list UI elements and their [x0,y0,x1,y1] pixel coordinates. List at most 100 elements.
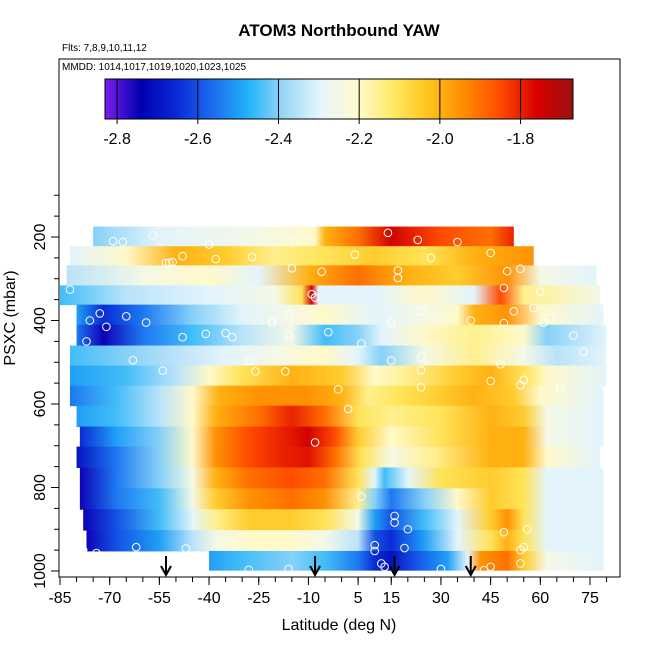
observation-point [178,251,187,261]
y-tick-label: 1000 [32,553,49,589]
observation-point [466,316,476,325]
observation-point [284,309,293,319]
observation-point [148,231,158,240]
observation-point [284,330,293,340]
observation-point [413,235,423,245]
x-tick-label: -10 [297,590,320,607]
flight-arrow [464,556,477,578]
heatmap-row [60,285,600,306]
observation-point [486,248,495,258]
heatmap-row [86,530,604,552]
observation-point [280,367,290,376]
observation-point [95,309,105,318]
flight-arrow [388,556,401,578]
observation-point [251,367,260,376]
observation-point [370,546,379,556]
colorbar [104,78,574,120]
x-tick-label: 60 [531,590,549,607]
observation-point [165,258,174,268]
observation-point [357,339,366,348]
heatmap-row [69,385,604,407]
plot-frame [58,58,621,578]
flight-arrows [160,556,477,578]
heatmap-row [69,345,607,367]
colorbar-tick-label: -2.2 [345,131,373,148]
observation-point [158,366,167,375]
heatmap-row [76,304,604,326]
observation-point [416,365,426,375]
observation-point [201,329,211,339]
observation-point [426,253,436,263]
heatmap-row [69,246,534,266]
observation-point [529,303,538,313]
observation-point [499,318,509,328]
observation-point [85,316,95,325]
x-tick-label: -70 [98,590,121,607]
observation-point [287,264,297,273]
observation-point [247,252,257,262]
observation-point [227,332,237,342]
observation-point [92,548,101,558]
observation-point [65,285,75,294]
observation-point [204,240,214,249]
observation-point [416,383,426,392]
observation-point [453,237,462,247]
observation-point [383,228,393,238]
x-tick-label: 75 [581,590,599,607]
x-tick-label: -40 [198,590,221,607]
observation-point [386,318,396,327]
observation-point [343,404,353,414]
observation-point [178,332,187,342]
observation-point [168,257,177,267]
observation-point [499,283,509,293]
colorbar-tick-label: -2.8 [103,131,131,148]
observation-point [403,524,413,534]
x-tick-label: 5 [354,590,363,607]
chart-title: ATOM3 Northbound YAW [238,21,440,40]
observation-point [333,385,343,394]
observation-point [390,511,399,521]
flight-arrow [160,556,172,578]
observation-point [131,542,141,552]
heatmap-row [93,226,514,247]
observation-point [108,236,118,246]
heatmap-row [76,405,604,428]
heatmap-row [79,467,604,489]
observation-point [267,318,277,327]
observation-point [161,258,171,268]
y-axis-ticks: 200 400 600 800 1000 [32,194,59,589]
flights-label: Flts: 7,8,9,10,11,12 [62,43,147,54]
colorbar-tick-label: -1.8 [507,131,535,148]
y-tick-label: 600 [32,391,49,418]
observation-point [486,376,495,386]
observation-point [479,565,489,575]
heatmap-row [79,426,604,448]
observation-point [416,352,426,362]
observation-point [128,355,138,365]
dates-label: MMDD: 1014,1017,1019,1020,1023,1025 [62,62,246,73]
heatmap-row [76,324,607,347]
observation-point [310,293,320,302]
heatmap-row [76,446,600,468]
x-tick-label: -85 [48,590,71,607]
observation-point [141,318,151,327]
observation-point [502,266,512,276]
observation-point [605,357,615,366]
observation-point [390,518,399,527]
observation-point [509,307,519,316]
observation-point [496,360,505,369]
y-tick-label: 400 [32,307,49,334]
observation-point [393,273,403,283]
colorbar-tick-label: -2.4 [265,131,293,148]
observation-point [579,347,588,357]
observation-point [317,267,326,276]
x-tick-label: 15 [382,590,400,607]
observation-point [555,383,565,392]
observation-point [436,564,446,574]
observation-point [519,375,529,385]
heatmap-row [209,550,604,571]
observation-point [539,318,548,327]
heatmap-row [66,265,597,286]
observation-points [65,228,615,575]
